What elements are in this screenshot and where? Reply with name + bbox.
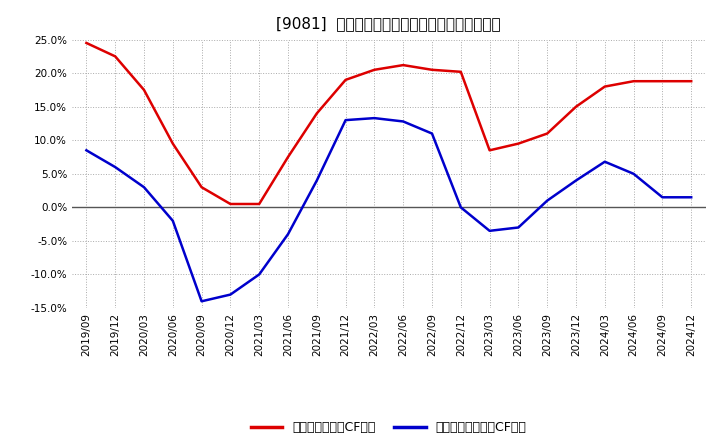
Legend: 有利子負債営業CF比率, 有利子負債フリーCF比率: 有利子負債営業CF比率, 有利子負債フリーCF比率	[246, 416, 531, 439]
Title: [9081]  有利子負債キャッシュフロー比率の推移: [9081] 有利子負債キャッシュフロー比率の推移	[276, 16, 501, 32]
